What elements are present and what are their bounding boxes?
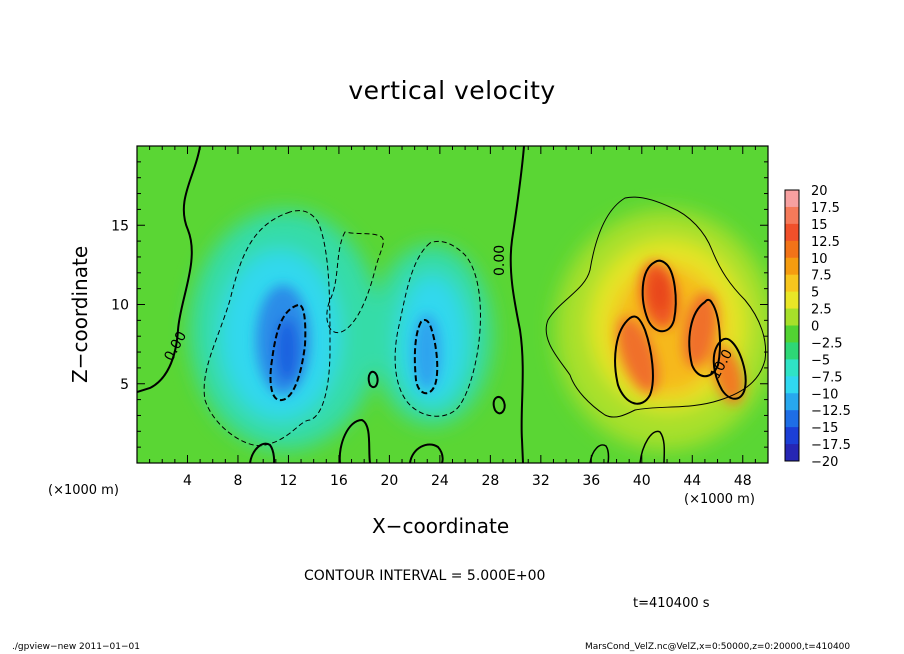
colorbar-label: 12.5 [811, 235, 840, 250]
x-tick-label: 48 [734, 473, 752, 489]
y-tick-label: 10 [111, 298, 129, 314]
colorbar-swatch [785, 427, 799, 445]
contour-dashed-core-left [269, 304, 307, 402]
colorbar-swatch [785, 291, 799, 310]
contour-label-center: 0.00 [492, 245, 508, 276]
contour-dashed-left [203, 210, 331, 447]
x-tick-label: 20 [380, 473, 398, 489]
updraft-core-mid [617, 317, 659, 393]
colorbar-label: −5 [811, 353, 830, 368]
velocity-field: 0.00 0.00 10.0 [137, 146, 768, 463]
colorbar-swatch [785, 274, 799, 293]
x-tick-label: 40 [633, 473, 651, 489]
colorbar-label: −20 [811, 455, 838, 470]
contour-zero-left [137, 146, 201, 393]
x-tick-label: 24 [431, 473, 449, 489]
contour-ten-top [641, 259, 677, 333]
colorbar-label: 5 [811, 286, 819, 301]
colorbar: 20 17.5 15 12.5 10 7.5 5 2.5 0−2.5 −5 −7.5 −10 −12.5… [784, 184, 851, 470]
contour-ten-left [614, 315, 654, 405]
contour-ten-far-right [712, 337, 747, 400]
x-tick-label: 36 [582, 473, 600, 489]
y-axis-label: Z−coordinate [68, 245, 92, 383]
colorbar-swatch [785, 376, 799, 394]
updraft-core-far-right [712, 345, 744, 405]
updraft-core-right [682, 292, 718, 368]
contour-dashed-core-right [413, 319, 439, 395]
colorbar-label: 17.5 [811, 201, 840, 216]
colorbar-frame [784, 189, 800, 462]
colorbar-swatch [785, 257, 799, 276]
contour-ten-right [688, 298, 721, 378]
contour-zero-bottom-4 [639, 430, 666, 463]
x-tick-label: 12 [280, 473, 298, 489]
colorbar-swatch [785, 308, 799, 326]
contour-zero-blob-1 [367, 370, 379, 389]
x-unit-label: (×1000 m) [48, 483, 119, 498]
colorbar-label: 2.5 [811, 303, 832, 318]
colorbar-label: −2.5 [811, 336, 843, 351]
x-tick-label: 44 [683, 473, 701, 489]
colorbar-swatch [785, 342, 799, 360]
downdraft-core-left-deep [275, 318, 299, 382]
footer-program-date: ./gpview−new 2011−01−01 [12, 642, 140, 652]
colorbar-label: 10 [811, 252, 828, 267]
x-tick-label: 28 [481, 473, 499, 489]
x-tick-label: 4 [183, 473, 192, 489]
downdraft-core-right [413, 314, 441, 390]
contour-dashed-center [326, 231, 384, 333]
footer-source: MarsCond_VelZ.nc@VelZ,x=0:50000,z=0:2000… [585, 642, 851, 652]
contour-zero-bottom-1 [338, 418, 371, 463]
x-tick-label: 8 [233, 473, 242, 489]
colorbar-label: 0 [811, 320, 819, 335]
colorbar-swatch [785, 325, 799, 343]
contour-zero-bottom-5 [589, 444, 610, 463]
colorbar-label: −15 [811, 421, 838, 436]
colorbar-label: −10 [811, 387, 838, 402]
contour-zero-bottom-2 [409, 443, 444, 463]
colorbar-swatch [785, 206, 799, 225]
x-tick-label: 16 [330, 473, 348, 489]
y-axis: 5 10 15 [111, 161, 768, 448]
updraft-core-top-deep [651, 272, 669, 312]
colorbar-swatch [785, 223, 799, 242]
colorbar-label: −7.5 [811, 370, 843, 385]
colorbar-label: 7.5 [811, 269, 832, 284]
contour-positive-outer [545, 196, 767, 418]
contour-zero-center [509, 146, 525, 463]
colorbar-label: 20 [811, 184, 828, 199]
colorbar-label: −17.5 [811, 438, 851, 453]
y-unit-label: (×1000 m) [684, 492, 755, 507]
colorbar-swatch [785, 393, 799, 411]
time-label: t=410400 s [633, 596, 710, 611]
contour-zero-bottom-3 [249, 442, 276, 463]
colorbar-swatch [785, 190, 799, 208]
x-axis: 4 8 12 16 20 24 28 32 36 40 44 48 [149, 146, 756, 489]
contour-interval-label: CONTOUR INTERVAL = 5.000E+00 [304, 568, 546, 584]
colorbar-label: −12.5 [811, 404, 851, 419]
colorbar-swatch [785, 359, 799, 377]
colorbar-swatch [785, 240, 799, 259]
chart-title: vertical velocity [348, 76, 556, 105]
y-tick-label: 15 [111, 218, 129, 234]
y-tick-label: 5 [120, 377, 129, 393]
colorbar-label: 15 [811, 218, 828, 233]
contour-dashed-right [394, 240, 481, 417]
x-tick-label: 32 [532, 473, 550, 489]
contour-zero-blob-2 [492, 395, 506, 415]
colorbar-swatch [785, 410, 799, 428]
x-axis-label: X−coordinate [372, 514, 510, 538]
colorbar-swatch [785, 444, 799, 462]
